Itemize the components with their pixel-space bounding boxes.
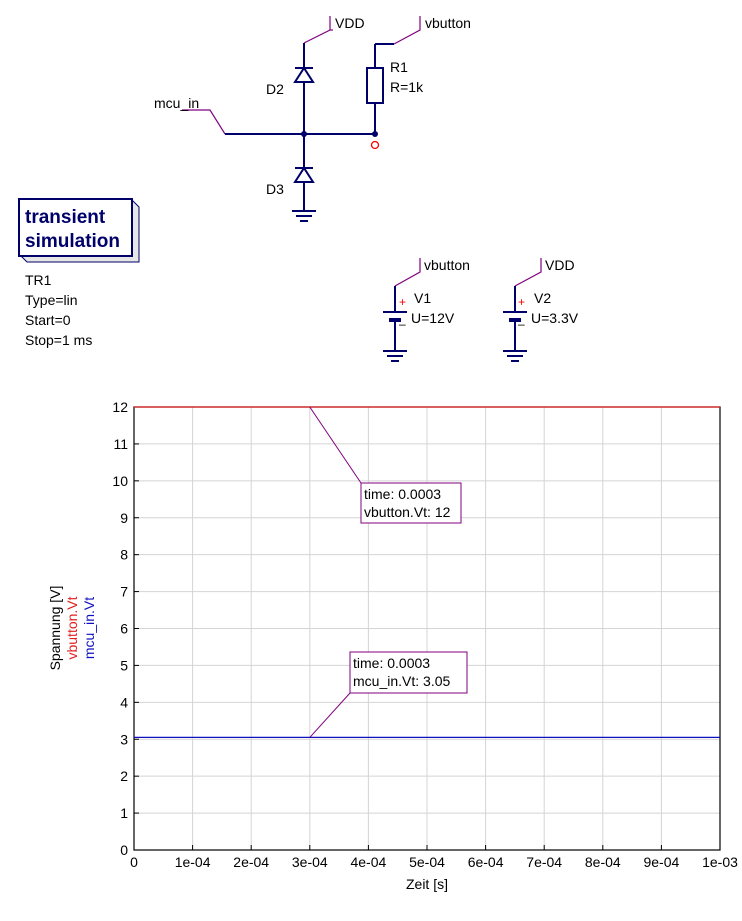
vdd-top-label[interactable]: VDD [303, 15, 365, 44]
y-tick-label: 8 [120, 547, 128, 563]
marker-leader [309, 406, 362, 484]
y-tick-label: 9 [120, 510, 128, 526]
vdd-top-text: VDD [335, 15, 365, 31]
plot-markers: time: 0.0003 vbutton.Vt: 12 time: 0.0003 mc… [309, 406, 468, 738]
marker-time: time: 0.0003 [364, 486, 441, 502]
marker-time: time: 0.0003 [353, 655, 430, 671]
node-wire [225, 131, 380, 150]
y-tick-label: 3 [120, 731, 128, 747]
sim-type: Type=lin [25, 292, 78, 308]
y-tick-label: 5 [120, 657, 128, 673]
x-tick-label: 0 [130, 854, 138, 870]
y-tick-label: 1 [120, 805, 128, 821]
x-tick-label: 7e-04 [526, 854, 562, 870]
y-tick-label: 10 [112, 473, 128, 489]
y-axis-label: Spannung [V] [47, 586, 63, 671]
marker-value: mcu_in.Vt: 3.05 [353, 673, 450, 689]
y-tick-label: 6 [120, 621, 128, 637]
mcu-in-text: mcu_in [154, 95, 199, 111]
x-tick-label: 1e-03 [702, 854, 738, 870]
mcu-in-label[interactable]: mcu_in [154, 95, 226, 135]
ground-icon [292, 210, 316, 222]
sim-name: TR1 [25, 272, 52, 288]
svg-text:–: – [399, 317, 406, 331]
voltage-source-v1[interactable]: vbutton + – V1 U=12V [383, 257, 470, 362]
x-tick-label: 8e-04 [585, 854, 621, 870]
vbutton-top-label[interactable]: vbutton [393, 15, 471, 45]
sim-stop: Stop=1 ms [25, 332, 92, 348]
x-tick-label: 5e-04 [409, 854, 445, 870]
d2-label: D2 [266, 81, 284, 97]
voltage-source-v2[interactable]: VDD + – V2 U=3.3V [503, 257, 579, 362]
plot-series [134, 406, 720, 739]
x-tick-label: 3e-04 [292, 854, 328, 870]
x-axis-label: Zeit [s] [406, 876, 448, 892]
v2-name: V2 [534, 290, 551, 306]
vbutton-top-text: vbutton [425, 15, 471, 31]
x-tick-label: 9e-04 [643, 854, 679, 870]
sim-title-line1: transient [25, 207, 106, 228]
y-tick-label: 4 [120, 694, 128, 710]
v2-value: U=3.3V [531, 310, 579, 326]
r1-name: R1 [390, 59, 408, 75]
svg-text:+: + [518, 295, 525, 309]
plot-grid [134, 407, 720, 850]
sim-title-line2: simulation [25, 231, 120, 252]
y-legend-series-0: vbutton.Vt [64, 596, 80, 659]
y-tick-label: 11 [113, 436, 128, 452]
y-tick-label: 2 [120, 768, 128, 784]
v1-name: V1 [414, 290, 431, 306]
r1-value: R=1k [390, 79, 424, 95]
y-axis-labels: Spannung [V] vbutton.Vt mcu_in.Vt [47, 586, 97, 671]
y-tick-label: 0 [120, 842, 128, 858]
x-tick-label: 1e-04 [175, 854, 211, 870]
marker-value: vbutton.Vt: 12 [364, 504, 451, 520]
sim-start: Start=0 [25, 312, 71, 328]
schematic: VDD vbutton mcu_in D2 R1 R=1k [18, 15, 579, 362]
marker-box [360, 482, 462, 524]
transient-plot[interactable]: 0 1e-04 2e-04 3e-04 4e-04 5e-04 6e-04 7e-04 8e-0… [47, 399, 738, 892]
y-tick-label: 7 [120, 584, 128, 600]
svg-text:–: – [518, 317, 525, 331]
marker-box [349, 651, 468, 694]
marker-annotation-1[interactable]: time: 0.0003 mcu_in.Vt: 3.05 [309, 651, 468, 738]
y-tick-label: 12 [112, 399, 128, 415]
transient-simulation-block[interactable]: transient simulation TR1 Type=lin Start=… [18, 198, 140, 348]
y-legend-series-1: mcu_in.Vt [81, 597, 97, 659]
node-marker [370, 140, 380, 150]
x-tick-label: 6e-04 [468, 854, 504, 870]
marker-leader [309, 692, 351, 738]
vdd-src-text: VDD [545, 257, 575, 273]
diode-d2[interactable]: D2 [266, 43, 315, 134]
plot-ticks: 0 1e-04 2e-04 3e-04 4e-04 5e-04 6e-04 7e-04 8e-0… [112, 399, 738, 870]
d3-label: D3 [266, 181, 284, 197]
ground-icon [383, 350, 407, 362]
resistor-r1[interactable]: R1 R=1k [366, 43, 424, 134]
marker-annotation-0[interactable]: time: 0.0003 vbutton.Vt: 12 [309, 406, 462, 524]
ground-icon [503, 350, 527, 362]
x-tick-label: 2e-04 [233, 854, 269, 870]
diode-d3[interactable]: D3 [266, 134, 316, 222]
v1-value: U=12V [411, 310, 455, 326]
vbutton-src-text: vbutton [424, 257, 470, 273]
svg-text:+: + [399, 295, 406, 309]
x-tick-label: 4e-04 [350, 854, 386, 870]
